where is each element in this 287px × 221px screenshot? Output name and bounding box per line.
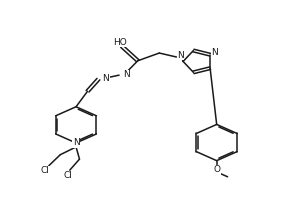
Text: N: N	[73, 139, 79, 147]
Text: Cl: Cl	[63, 171, 72, 180]
Text: Cl: Cl	[41, 166, 50, 175]
Text: N: N	[212, 48, 218, 57]
Text: N: N	[177, 51, 184, 60]
Text: HO: HO	[113, 38, 127, 47]
Text: O: O	[213, 165, 220, 174]
Text: N: N	[123, 70, 130, 79]
Text: N: N	[102, 74, 109, 82]
